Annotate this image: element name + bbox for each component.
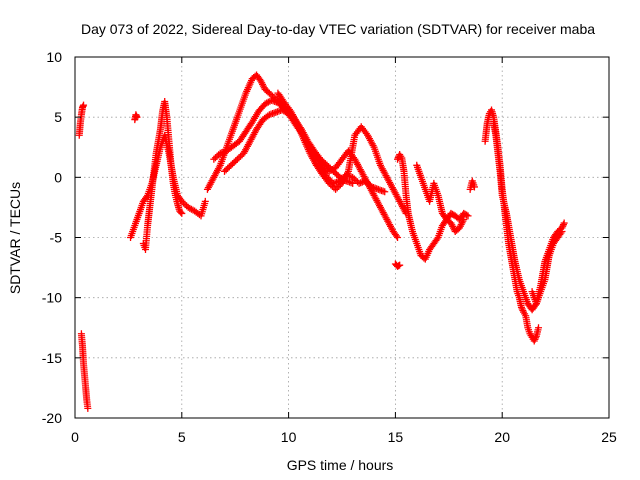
data-point	[349, 173, 357, 181]
data-point	[535, 324, 543, 332]
x-axis-label: GPS time / hours	[287, 457, 394, 473]
data-point	[230, 158, 238, 166]
y-tick-label: 10	[46, 49, 62, 65]
data-point	[227, 161, 235, 169]
data-points	[75, 71, 568, 412]
data-point	[463, 211, 471, 219]
data-point	[517, 303, 525, 311]
data-point	[222, 166, 230, 174]
data-point	[237, 152, 245, 160]
data-point	[350, 175, 358, 183]
y-tick-label: 0	[54, 169, 62, 185]
x-tick-label: 25	[601, 429, 617, 445]
y-tick-label: -20	[42, 410, 62, 426]
data-point	[133, 113, 141, 121]
data-point	[470, 183, 478, 191]
data-point	[352, 176, 360, 184]
data-point	[530, 337, 538, 345]
y-tick-label: -10	[42, 290, 62, 306]
data-point	[433, 235, 441, 243]
data-point	[333, 170, 341, 178]
data-point	[177, 208, 185, 216]
x-tick-label: 10	[281, 429, 297, 445]
data-point	[328, 182, 336, 190]
data-point	[229, 160, 237, 168]
y-tick-label: 5	[54, 109, 62, 125]
data-point	[225, 163, 233, 171]
data-point	[179, 199, 187, 207]
data-point	[333, 184, 341, 192]
data-point	[464, 212, 472, 220]
axis-ticks: 0 5 10 15 20 25 -20 -15 -10 -5 0 5 10	[42, 49, 617, 445]
y-tick-label: -5	[50, 230, 63, 246]
data-point	[221, 167, 229, 175]
data-point	[213, 152, 221, 160]
data-point	[178, 209, 186, 217]
data-point	[210, 155, 218, 163]
x-tick-label: 15	[388, 429, 404, 445]
y-axis-label: SDTVAR / TECUs	[7, 182, 23, 294]
x-tick-label: 20	[494, 429, 510, 445]
data-point	[274, 99, 282, 107]
chart-title: Day 073 of 2022, Sidereal Day-to-day VTE…	[81, 21, 595, 37]
data-point	[361, 177, 369, 185]
data-point	[325, 179, 333, 187]
data-point	[365, 180, 373, 188]
data-point	[265, 89, 273, 97]
data-point	[518, 305, 526, 313]
x-tick-label: 5	[178, 429, 186, 445]
data-point	[211, 154, 219, 162]
data-point	[394, 155, 402, 163]
data-point	[560, 219, 568, 227]
x-tick-label: 0	[71, 429, 79, 445]
data-point	[349, 179, 357, 187]
data-point	[559, 221, 567, 229]
data-point	[235, 154, 243, 162]
data-point	[276, 100, 284, 108]
data-point	[394, 234, 402, 241]
data-point	[84, 404, 92, 412]
data-point	[232, 157, 240, 165]
data-point	[396, 261, 404, 269]
data-point	[80, 101, 88, 109]
data-point	[531, 335, 539, 343]
data-point	[201, 197, 209, 205]
data-point	[558, 227, 566, 235]
data-point	[557, 229, 565, 237]
data-point	[381, 188, 389, 196]
data-point	[335, 182, 343, 190]
data-point	[392, 232, 400, 240]
data-point	[532, 334, 540, 342]
data-point	[363, 178, 371, 186]
y-tick-label: -15	[42, 350, 62, 366]
data-point	[224, 164, 232, 172]
data-point	[181, 200, 189, 208]
data-point	[559, 222, 567, 230]
data-point	[332, 185, 340, 193]
data-point	[327, 181, 335, 189]
data-point	[233, 155, 241, 163]
